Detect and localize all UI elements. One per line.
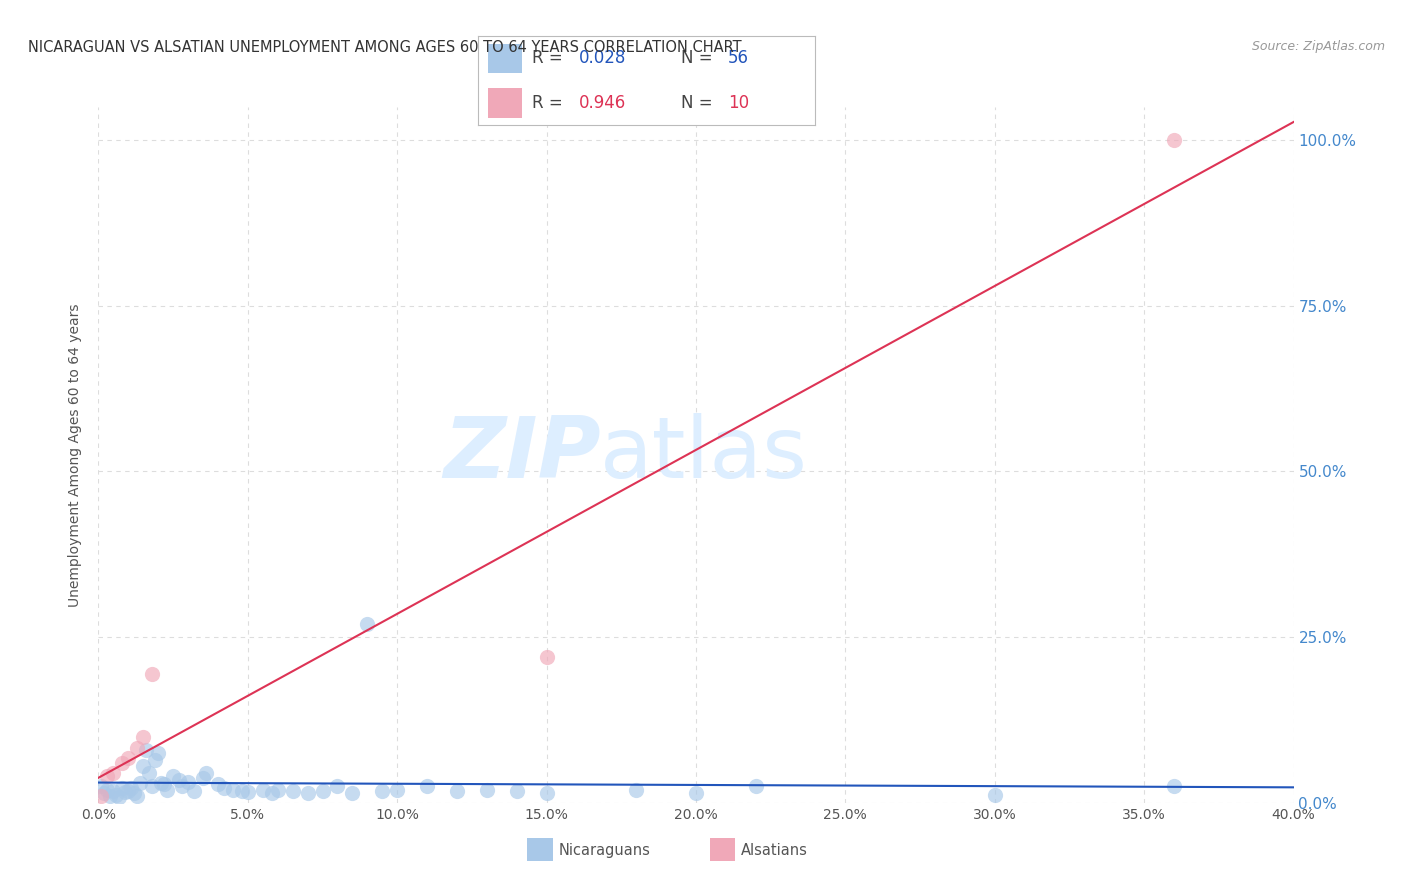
Point [162,769,184,783]
FancyBboxPatch shape [488,44,522,73]
Point [153,777,176,791]
Text: R =: R = [531,94,568,112]
Point [167,772,190,787]
Point [326,779,349,793]
Text: N =: N = [681,94,717,112]
Point [195,766,218,780]
Point [108,790,131,805]
Point [222,782,245,797]
Point [90,789,112,804]
Point [96,782,118,797]
Point [207,777,229,791]
Point [135,743,157,757]
Point [141,666,163,681]
Point [100,789,122,804]
Text: Alsatians: Alsatians [741,843,808,857]
Point [356,616,378,631]
Point [117,750,139,764]
Text: NICARAGUAN VS ALSATIAN UNEMPLOYMENT AMONG AGES 60 TO 64 YEARS CORRELATION CHART: NICARAGUAN VS ALSATIAN UNEMPLOYMENT AMON… [28,40,742,55]
Point [124,786,146,800]
Point [141,779,163,793]
Point [138,766,160,780]
Point [127,789,149,804]
Point [150,776,173,790]
Point [267,782,290,797]
Point [90,779,112,793]
Text: N =: N = [681,49,717,67]
Text: atlas: atlas [600,413,808,497]
Point [105,788,128,802]
Point [111,781,134,796]
Point [536,650,558,665]
Point [132,759,155,773]
Point [252,782,274,797]
Point [311,784,333,798]
Text: Nicaraguans: Nicaraguans [558,843,650,857]
Point [506,784,529,798]
Point [111,756,134,770]
Point [342,786,364,800]
Point [212,781,235,796]
Point [117,784,139,798]
Point [231,784,253,798]
Point [127,741,149,756]
Point [385,782,409,797]
Point [371,784,394,798]
Point [984,788,1007,802]
Point [177,774,200,789]
Point [120,781,142,796]
Point [114,785,136,799]
Point [103,766,125,780]
Point [156,782,179,797]
Point [1163,779,1185,793]
Point [93,786,115,800]
Text: 0.028: 0.028 [579,49,627,67]
Text: 56: 56 [728,49,749,67]
Point [148,746,170,760]
FancyBboxPatch shape [488,88,522,118]
Point [183,784,205,798]
Y-axis label: Unemployment Among Ages 60 to 64 years: Unemployment Among Ages 60 to 64 years [69,303,83,607]
Point [103,784,125,798]
Point [297,786,319,800]
Point [143,753,166,767]
Point [745,779,768,793]
Point [536,786,558,800]
Text: 0.946: 0.946 [579,94,627,112]
Point [96,769,118,783]
Text: R =: R = [531,49,568,67]
Text: 10: 10 [728,94,749,112]
Text: Source: ZipAtlas.com: Source: ZipAtlas.com [1251,40,1385,54]
Point [260,786,283,800]
Point [626,782,648,797]
Text: ZIP: ZIP [443,413,600,497]
Point [1163,133,1185,147]
Point [236,785,259,799]
Point [132,730,155,744]
Point [172,779,194,793]
Point [416,779,439,793]
Point [475,782,498,797]
Point [281,784,304,798]
Point [446,784,468,798]
Point [129,776,152,790]
Point [685,786,707,800]
Point [191,771,214,785]
